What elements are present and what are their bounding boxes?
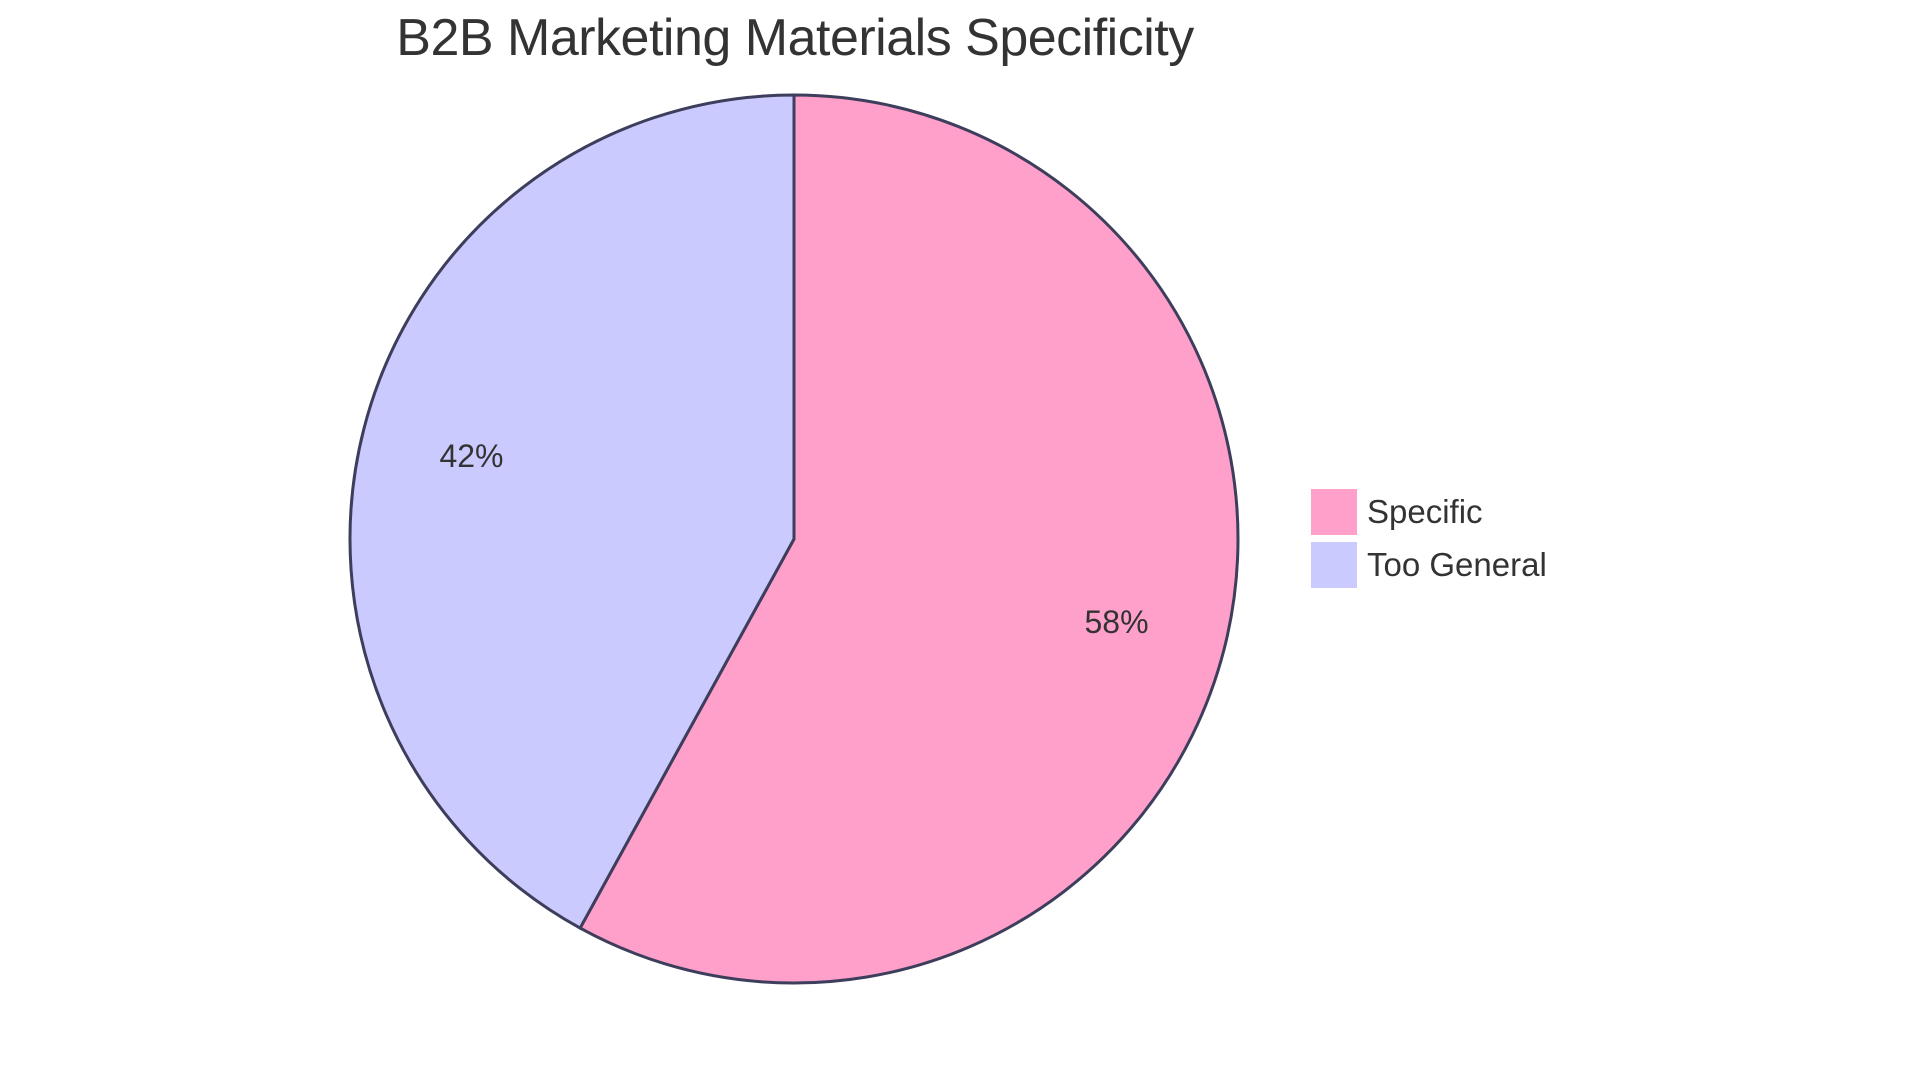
legend-item-too-general[interactable]: Too General [1311, 538, 1547, 591]
legend-label: Too General [1367, 545, 1547, 583]
legend-item-specific[interactable]: Specific [1311, 485, 1547, 538]
slice-label-specific: 58% [1085, 604, 1149, 640]
pie-slice-specific[interactable] [578, 93, 1240, 985]
legend-label: Specific [1367, 492, 1483, 530]
legend-swatch-specific [1311, 488, 1357, 535]
legend-swatch-too-general [1311, 541, 1357, 588]
pie-slice-too-general[interactable] [348, 93, 796, 931]
legend: Specific Too General [1311, 485, 1547, 591]
slice-label-too-general: 42% [439, 438, 503, 474]
chart-title: B2B Marketing Materials Specificity [396, 9, 1194, 67]
